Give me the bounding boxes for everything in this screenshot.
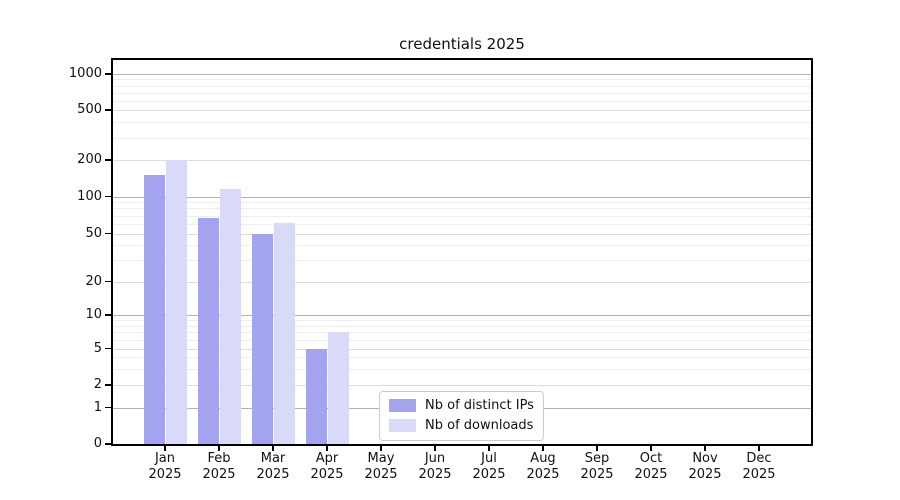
bar-downloads: [166, 160, 187, 444]
minor-gridline: [113, 79, 811, 81]
y-axis-label: 1000: [68, 66, 102, 81]
x-axis-tick: [164, 446, 166, 451]
legend-label-distinct-ips: Nb of distinct IPs: [425, 398, 534, 413]
minor-gridline: [113, 208, 811, 210]
legend-swatch-downloads: [389, 419, 416, 432]
minor-gridline: [113, 215, 811, 217]
chart-title: credentials 2025: [399, 35, 525, 53]
x-axis-label: Nov 2025: [688, 451, 722, 482]
y-axis-label: 1: [93, 399, 102, 415]
y-axis-label: 5: [93, 340, 102, 356]
minor-gridline: [113, 122, 811, 124]
minor-gridline: [113, 100, 811, 102]
y-axis-tick: [105, 384, 111, 386]
minor-gridline: [113, 245, 811, 247]
x-axis-label: Jun 2025: [418, 451, 452, 482]
x-axis-label: Dec 2025: [742, 451, 776, 482]
mid-gridline: [113, 281, 811, 283]
major-gridline: [113, 315, 811, 316]
y-axis-label: 500: [77, 102, 102, 117]
bar-downloads: [274, 222, 295, 444]
x-axis-label: May 2025: [364, 451, 398, 482]
y-axis-tick: [105, 314, 111, 316]
x-axis-tick: [272, 446, 274, 451]
y-axis-tick: [105, 159, 111, 161]
legend-label-downloads: Nb of downloads: [425, 418, 534, 433]
y-axis-label: 20: [85, 273, 102, 289]
x-axis-tick: [380, 446, 382, 451]
major-gridline: [113, 74, 811, 75]
y-axis-tick: [105, 406, 111, 409]
x-axis-label: Jul 2025: [472, 451, 506, 482]
y-axis-label: 10: [85, 307, 102, 322]
minor-gridline: [113, 137, 811, 139]
minor-gridline: [113, 202, 811, 204]
mid-gridline: [113, 160, 811, 161]
legend-item-distinct-ips: Nb of distinct IPs: [389, 398, 534, 413]
y-axis-tick: [105, 195, 111, 198]
bar-downloads: [220, 189, 241, 444]
minor-gridline: [113, 325, 811, 327]
y-axis-tick: [105, 443, 111, 445]
legend-swatch-distinct-ips: [389, 399, 416, 412]
x-axis-tick: [650, 446, 652, 451]
x-axis-tick: [434, 446, 436, 451]
mid-gridline: [113, 110, 811, 111]
y-axis-label: 200: [77, 152, 102, 167]
x-axis-tick: [758, 446, 760, 451]
x-axis-label: Jan 2025: [148, 451, 182, 482]
plot-area: [111, 58, 813, 446]
minor-gridline: [113, 85, 811, 87]
x-axis-label: Oct 2025: [634, 451, 668, 482]
y-axis-label: 2: [93, 377, 102, 392]
x-axis-tick: [488, 446, 490, 451]
legend-item-downloads: Nb of downloads: [389, 418, 534, 433]
legend: Nb of distinct IPs Nb of downloads: [379, 391, 544, 441]
y-axis-tick: [105, 109, 111, 111]
x-axis-label: Aug 2025: [526, 451, 560, 482]
x-axis-label: Apr 2025: [310, 451, 344, 482]
bar-downloads: [328, 332, 349, 444]
bar-distinct-ips: [198, 217, 219, 444]
y-axis-label: 50: [85, 225, 102, 241]
y-axis-label: 0: [93, 436, 102, 451]
bar-distinct-ips: [306, 348, 327, 444]
bar-distinct-ips: [252, 233, 273, 444]
x-axis-label: Mar 2025: [256, 451, 290, 482]
x-axis-label: Feb 2025: [202, 451, 236, 482]
y-axis-tick: [105, 232, 111, 235]
y-axis-tick: [105, 347, 111, 350]
minor-gridline: [113, 357, 811, 359]
y-axis-tick: [105, 73, 111, 75]
x-axis-tick: [326, 446, 328, 451]
minor-gridline: [113, 92, 811, 94]
y-axis-label: 100: [77, 188, 102, 204]
x-axis-tick: [542, 446, 544, 451]
minor-gridline: [113, 223, 811, 225]
mid-gridline: [113, 233, 811, 235]
minor-gridline: [113, 332, 811, 334]
major-gridline: [113, 196, 811, 198]
minor-gridline: [113, 260, 811, 262]
x-axis-label: Sep 2025: [580, 451, 614, 482]
mid-gridline: [113, 385, 811, 386]
minor-gridline: [113, 339, 811, 341]
mid-gridline: [113, 348, 811, 350]
x-axis-tick: [218, 446, 220, 451]
y-axis-tick: [105, 280, 111, 283]
minor-gridline: [113, 368, 811, 370]
bar-distinct-ips: [144, 175, 165, 444]
x-axis-tick: [704, 446, 706, 451]
x-axis-tick: [596, 446, 598, 451]
minor-gridline: [113, 320, 811, 322]
